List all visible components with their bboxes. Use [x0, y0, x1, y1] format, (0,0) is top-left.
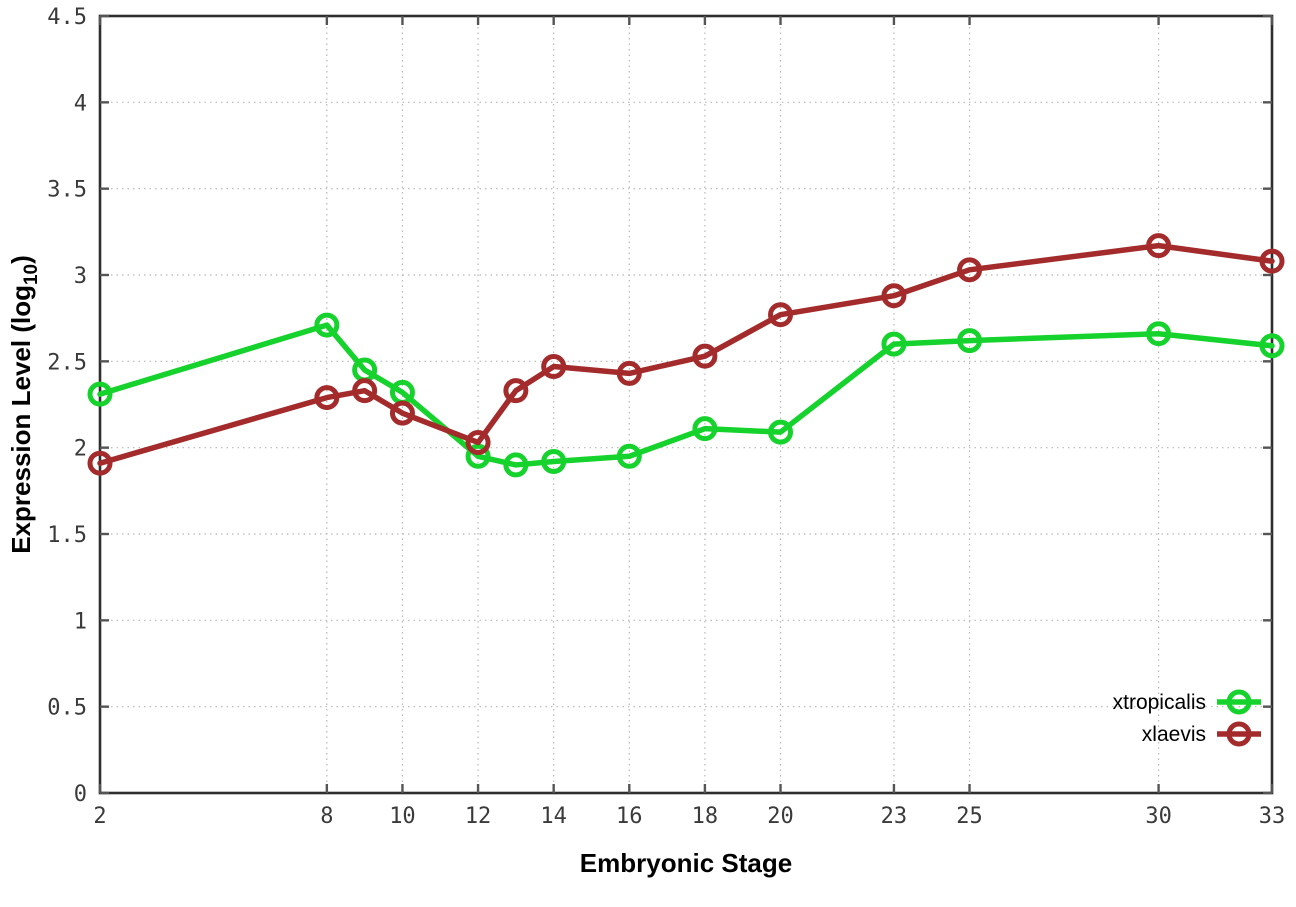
x-tick-label: 23: [881, 804, 908, 829]
legend-marker-xlaevis: [1226, 721, 1252, 747]
legend-label-xtropicalis: xtropicalis: [1113, 691, 1206, 714]
x-tick-label: 16: [616, 804, 643, 829]
xtropicalis-point: [692, 416, 718, 442]
grid-lines: [99, 15, 1273, 794]
xtropicalis-point: [465, 443, 491, 469]
x-tick-label: 18: [692, 804, 719, 829]
y-tick-label: 3: [74, 264, 87, 289]
xlaevis-point: [692, 343, 718, 369]
y-tick-label: 1.5: [47, 523, 87, 548]
xlaevis-point: [1259, 248, 1285, 274]
y-tick-label: 4.5: [47, 5, 87, 30]
y-tick-label: 0.5: [47, 696, 87, 721]
x-tick-label: 30: [1145, 804, 1172, 829]
tick-marks: [98, 14, 1274, 795]
xlaevis-point: [957, 257, 983, 283]
series-xlaevis: [87, 233, 1285, 476]
x-tick-label: 10: [389, 804, 416, 829]
xlaevis-point: [352, 378, 378, 404]
xtropicalis-point: [881, 331, 907, 357]
y-tick-labels: 0 0.5 1 1.5 2 2.5 3 3.5 4 4.5: [47, 5, 87, 807]
xlaevis-point: [314, 385, 340, 411]
xlaevis-point: [616, 360, 642, 386]
xlaevis-point: [881, 283, 907, 309]
x-tick-label: 25: [956, 804, 983, 829]
x-tick-label: 2: [93, 804, 106, 829]
xlaevis-point: [541, 354, 567, 380]
y-tick-label: 4: [74, 91, 87, 116]
x-tick-labels: 2 8 10 12 14 16 18 20 23 25 30 33: [93, 804, 1285, 829]
x-tick-label: 33: [1259, 804, 1286, 829]
legend: xtropicalis xlaevis: [1113, 689, 1261, 747]
y-tick-label: 2: [74, 437, 87, 462]
xlaevis-point: [465, 429, 491, 455]
xlaevis-point: [503, 378, 529, 404]
xtropicalis-point: [1146, 321, 1172, 347]
xtropicalis-point: [957, 328, 983, 354]
x-tick-label: 20: [767, 804, 794, 829]
xtropicalis-point: [1259, 333, 1285, 359]
series-xtropicalis: [87, 312, 1285, 478]
xtropicalis-point: [768, 419, 794, 445]
xtropicalis-point: [87, 381, 113, 407]
xlaevis-point: [768, 302, 794, 328]
xlaevis-point: [389, 400, 415, 426]
y-axis-title: Expression Level (log10): [6, 255, 42, 554]
xtropicalis-point: [616, 443, 642, 469]
x-axis-title: Embryonic Stage: [580, 848, 792, 878]
y-tick-label: 2.5: [47, 350, 87, 375]
x-tick-label: 8: [320, 804, 333, 829]
xtropicalis-point: [541, 448, 567, 474]
y-tick-label: 3.5: [47, 178, 87, 203]
xtropicalis-line: [97, 322, 1275, 468]
legend-marker-xtropicalis: [1226, 689, 1252, 715]
xtropicalis-point: [314, 312, 340, 338]
xtropicalis-point: [503, 452, 529, 478]
xlaevis-line: [97, 242, 1275, 466]
x-tick-label: 14: [540, 804, 567, 829]
y-tick-label: 0: [74, 782, 87, 807]
plot-border: [98, 14, 1274, 795]
legend-label-xlaevis: xlaevis: [1142, 723, 1206, 746]
xlaevis-point: [1146, 233, 1172, 259]
x-tick-label: 12: [465, 804, 492, 829]
xlaevis-point: [87, 450, 113, 476]
y-tick-label: 1: [74, 609, 87, 634]
